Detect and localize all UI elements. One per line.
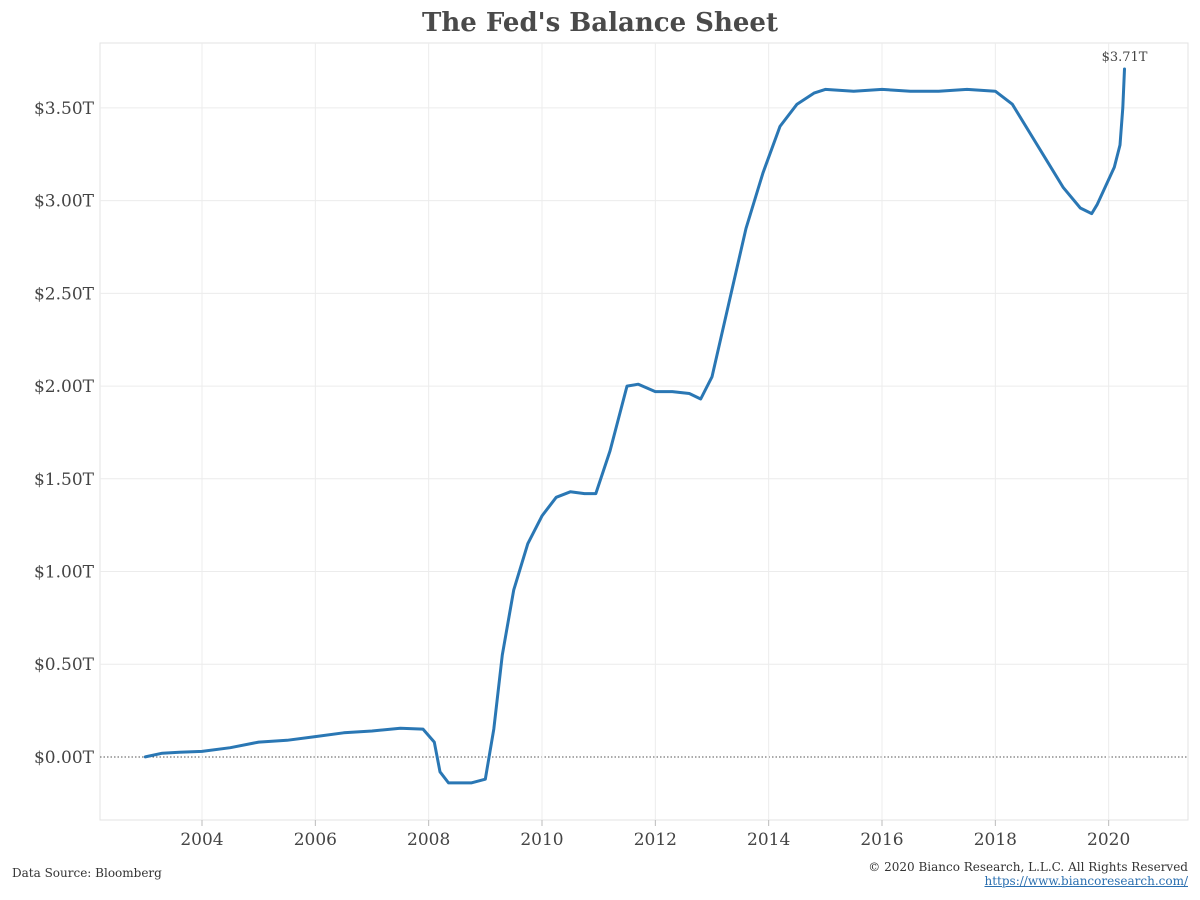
- x-tick-label: 2020: [1087, 830, 1130, 850]
- copyright-text: © 2020 Bianco Research, L.L.C. All Right…: [868, 860, 1188, 874]
- labels: $3.71T: [1102, 50, 1148, 65]
- series-layer: [143, 67, 1126, 785]
- y-tick-label: $2.00T: [34, 377, 95, 397]
- balance-sheet-line: [143, 67, 1126, 785]
- plot-area: [99, 42, 1189, 821]
- x-tick-label: 2012: [634, 830, 677, 850]
- x-tick-label: 2006: [294, 830, 337, 850]
- chart-title: The Fed's Balance Sheet: [422, 8, 778, 38]
- x-tick-label: 2018: [974, 830, 1017, 850]
- y-tick-label: $3.00T: [34, 192, 95, 212]
- y-tick-label: $1.00T: [34, 563, 95, 583]
- axes: $0.00T $0.50T $1.00T $1.50T $2.00T $2.50T $3.0…: [34, 99, 1130, 850]
- x-tick-label: 2010: [520, 830, 563, 850]
- y-tick-label: $2.50T: [34, 284, 95, 304]
- x-tick-label: 2016: [860, 830, 903, 850]
- copyright-block: © 2020 Bianco Research, L.L.C. All Right…: [868, 860, 1188, 888]
- x-tick-label: 2004: [180, 830, 223, 850]
- y-tick-label: $0.50T: [34, 655, 95, 675]
- x-tick-label: 2008: [407, 830, 450, 850]
- y-tick-label: $1.50T: [34, 470, 95, 490]
- data-source-note: Data Source: Bloomberg: [12, 866, 162, 880]
- y-tick-label: $3.50T: [34, 99, 95, 119]
- end-value-label: $3.71T: [1102, 50, 1148, 65]
- x-tick-label: 2014: [747, 830, 790, 850]
- y-tick-label: $0.00T: [34, 748, 95, 768]
- gridlines: [100, 43, 1188, 820]
- website-link[interactable]: https://www.biancoresearch.com/: [984, 874, 1188, 888]
